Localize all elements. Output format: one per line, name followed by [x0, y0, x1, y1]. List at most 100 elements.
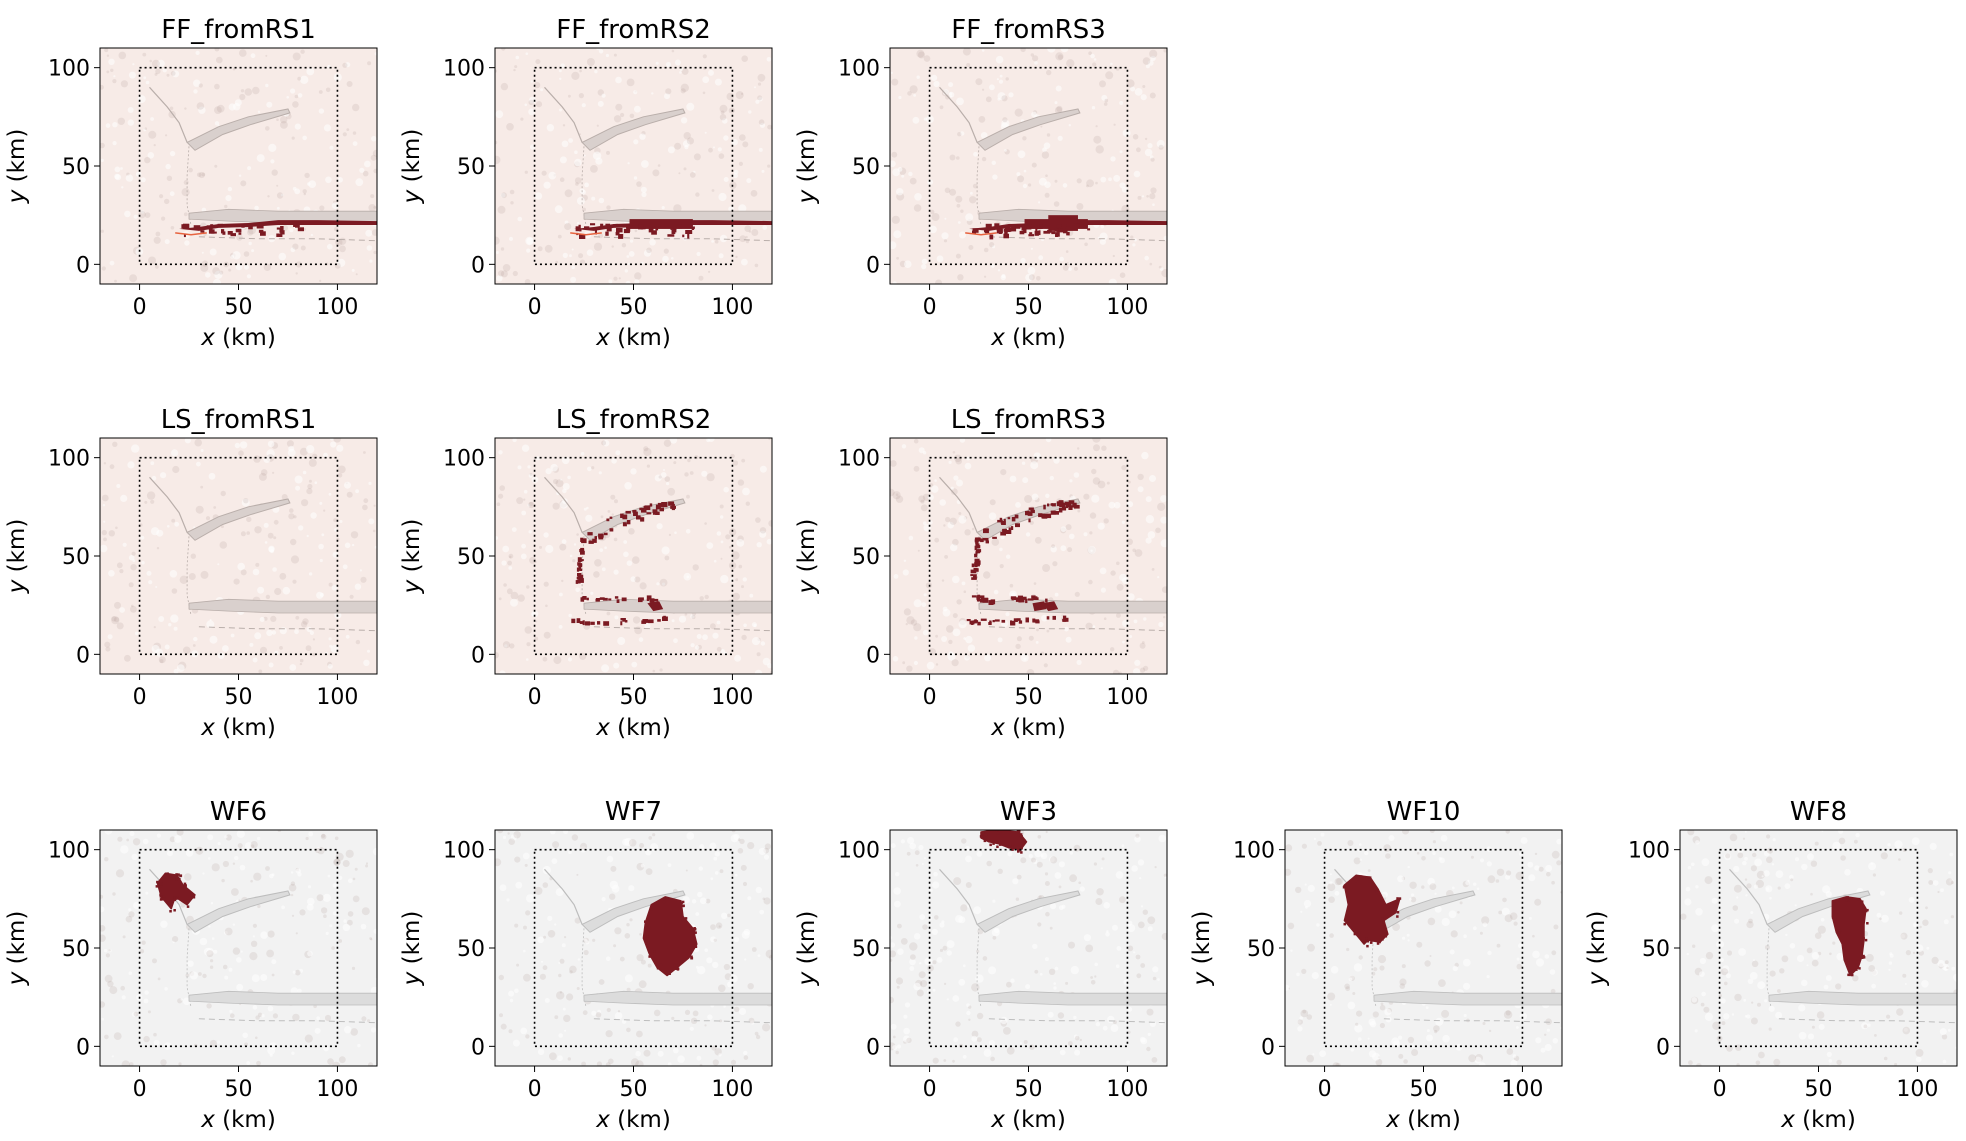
- flood-cell: [615, 223, 619, 227]
- x-tick-label: 0: [1713, 1077, 1727, 1102]
- y-tick-label: 50: [1247, 937, 1275, 962]
- wildfire-cell: [1838, 932, 1841, 935]
- landslide-cell: [599, 597, 605, 600]
- landslide-cell: [641, 509, 647, 513]
- flood-cell: [1056, 224, 1064, 227]
- wildfire-cell: [675, 967, 678, 970]
- y-tick-label: 0: [866, 643, 880, 668]
- landslide-cell: [609, 528, 614, 532]
- flood-cell: [1004, 229, 1008, 235]
- flood-cell: [670, 224, 674, 229]
- x-tick-label: 100: [711, 295, 753, 320]
- y-tick-label: 0: [76, 253, 90, 278]
- flood-cell: [600, 223, 604, 228]
- wildfire-cell: [1866, 922, 1869, 925]
- flood-cell: [260, 231, 266, 236]
- flood-cell: [1063, 229, 1068, 234]
- landslide-cell: [1025, 511, 1030, 516]
- x-axis-label: x (km): [1385, 1107, 1461, 1133]
- y-tick-label: 0: [866, 1035, 880, 1060]
- landslide-cell: [1010, 620, 1016, 626]
- valley-line: [939, 476, 978, 533]
- landslide-cell: [1050, 503, 1053, 506]
- wildfire-cell: [1860, 902, 1864, 905]
- flood-cell: [1065, 226, 1071, 230]
- flood-cell: [183, 234, 186, 238]
- x-tick-label: 50: [620, 1077, 648, 1102]
- landslide-cell: [622, 514, 628, 520]
- landslide-cell: [597, 621, 601, 625]
- landslide-cell: [1055, 511, 1059, 515]
- landslide-cell: [980, 618, 987, 621]
- hazard-layer: [155, 872, 196, 913]
- valley-line: [544, 868, 583, 925]
- wildfire-cell: [1375, 890, 1378, 893]
- wildfire-cell: [1837, 929, 1840, 932]
- x-tick-label: 0: [528, 1077, 542, 1102]
- flood-zone-deep: [1048, 215, 1078, 231]
- wildfire-cell: [1353, 930, 1356, 933]
- landslide-cell: [1003, 519, 1006, 522]
- landslide-cell: [576, 618, 581, 623]
- flood-cell: [1083, 224, 1088, 228]
- landslide-cell: [636, 515, 641, 520]
- panel-wf10: WF10 0 50 100 0 50 100 x (km) y (km): [1189, 797, 1563, 1133]
- landslide-cell: [603, 532, 608, 536]
- panel-title: WF6: [210, 797, 267, 827]
- wildfire-cell: [1855, 963, 1859, 967]
- landslide-cell: [625, 510, 631, 514]
- panel-title: FF_fromRS1: [161, 15, 316, 45]
- map-layer: [1285, 830, 1562, 1066]
- landslide-cell: [1042, 513, 1048, 519]
- landslide-cell: [1014, 514, 1019, 519]
- wildfire-cell: [159, 893, 162, 897]
- flood-cell: [670, 227, 677, 230]
- flood-cell: [279, 229, 284, 233]
- wildfire-cell: [648, 925, 651, 928]
- wildfire-cell: [644, 920, 647, 923]
- wildfire-cell: [1838, 935, 1841, 938]
- x-axis-label: x (km): [200, 325, 276, 351]
- wildfire-cell: [692, 929, 696, 932]
- wildfire-cell: [1860, 922, 1864, 926]
- flood-cell: [248, 225, 253, 230]
- landslide-cell: [966, 619, 971, 622]
- map-layer: [100, 830, 377, 1066]
- x-tick-label: 0: [923, 685, 937, 710]
- flood-cell: [276, 227, 281, 230]
- hazard-layer: [570, 219, 772, 239]
- y-tick-label: 0: [76, 643, 90, 668]
- landslide-cell: [577, 557, 582, 562]
- flood-cell: [1073, 223, 1080, 229]
- landslide-cell: [974, 561, 980, 566]
- ridge-feature: [186, 498, 291, 541]
- landslide-cell: [1001, 520, 1006, 525]
- wildfire-cell: [1862, 956, 1866, 959]
- landslide-cell: [1065, 501, 1070, 505]
- map-layer: [495, 48, 772, 284]
- landslide-cell: [590, 621, 595, 625]
- landslide-cell: [652, 509, 658, 513]
- landslide-cell: [655, 511, 660, 515]
- wildfire-cell: [1359, 875, 1363, 878]
- landslide-cell: [586, 597, 589, 601]
- landslide-cell: [1017, 595, 1023, 601]
- flood-cell: [972, 228, 979, 233]
- flood-cell: [575, 226, 580, 232]
- wildfire-cell: [678, 900, 681, 903]
- wildfire-cell: [1343, 885, 1346, 888]
- landslide-cell: [1002, 528, 1007, 534]
- landslide-cell: [971, 563, 975, 568]
- flood-cell: [1029, 232, 1033, 235]
- wildfire-cell: [1347, 887, 1350, 891]
- x-tick-label: 0: [133, 295, 147, 320]
- wildfire-cell: [996, 845, 999, 848]
- landslide-cell: [642, 619, 648, 623]
- y-tick-label: 50: [62, 937, 90, 962]
- panel-wf3: WF3 0 50 100 0 50 100 x (km) y (km): [794, 797, 1168, 1133]
- wildfire-cell: [1855, 968, 1858, 971]
- wildfire-cell: [675, 966, 678, 969]
- landslide-cell: [1007, 517, 1011, 520]
- wildfire-cell: [992, 839, 995, 843]
- flood-cell: [293, 223, 297, 227]
